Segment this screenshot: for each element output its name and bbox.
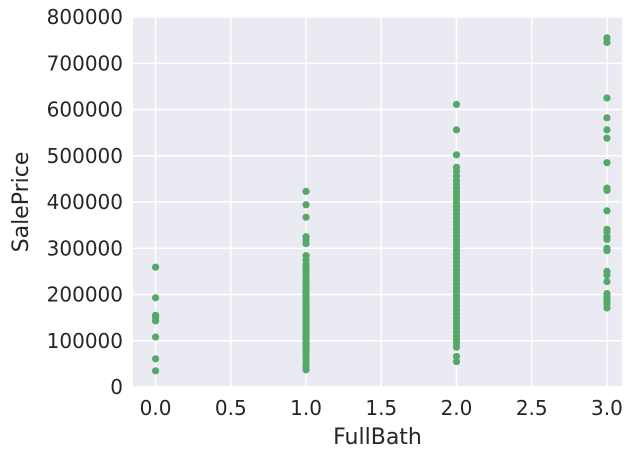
data-point [302,187,310,195]
x-axis-label: FullBath [333,425,422,450]
y-tick-label: 400000 [47,190,123,214]
y-tick-label: 700000 [47,51,123,75]
data-point [603,235,611,244]
grid-lines [133,16,622,388]
y-tick-label: 300000 [47,236,123,260]
data-point [151,263,160,271]
y-tick-label: 500000 [47,144,123,168]
y-tick-label: 800000 [47,5,123,29]
x-tick-label: 3.0 [591,396,623,420]
data-point [603,304,611,312]
data-point [302,213,310,221]
data-point [452,343,461,351]
y-tick-label: 0 [110,375,123,399]
data-point [603,38,611,47]
data-point [452,126,461,134]
data-point [151,294,160,302]
x-tick-label: 2.5 [516,396,548,420]
data-point [603,186,611,195]
data-point [452,151,461,159]
y-axis-label: SalePrice [9,152,34,253]
data-point [452,100,461,109]
data-point [603,126,611,134]
data-point [452,357,461,366]
y-tick-labels: 0 100000 200000 300000 400000 500000 600000 700… [47,5,123,399]
data-point [151,355,160,363]
x-tick-label: 1.5 [365,396,397,420]
data-point [603,271,611,279]
data-point [603,114,611,122]
x-tick-label: 2.0 [441,396,473,420]
data-point [603,94,611,102]
x-tick-label: 1.0 [290,396,322,420]
x-tick-label: 0.0 [140,396,172,420]
data-point [302,240,310,248]
data-point [603,159,611,167]
data-point [603,207,611,215]
data-point [151,333,160,341]
data-points [151,34,611,375]
data-point [603,277,611,286]
x-tick-labels: 0.0 0.5 1.0 1.5 2.0 2.5 3.0 [140,396,623,420]
data-point [302,201,310,209]
data-point [603,246,611,255]
data-point [151,317,160,325]
data-point [151,367,160,375]
y-tick-label: 100000 [47,329,123,353]
data-point [452,352,461,361]
y-tick-label: 200000 [47,283,123,307]
data-point [603,134,611,142]
x-tick-label: 0.5 [215,396,247,420]
y-tick-label: 600000 [47,98,123,122]
data-point [302,366,310,374]
